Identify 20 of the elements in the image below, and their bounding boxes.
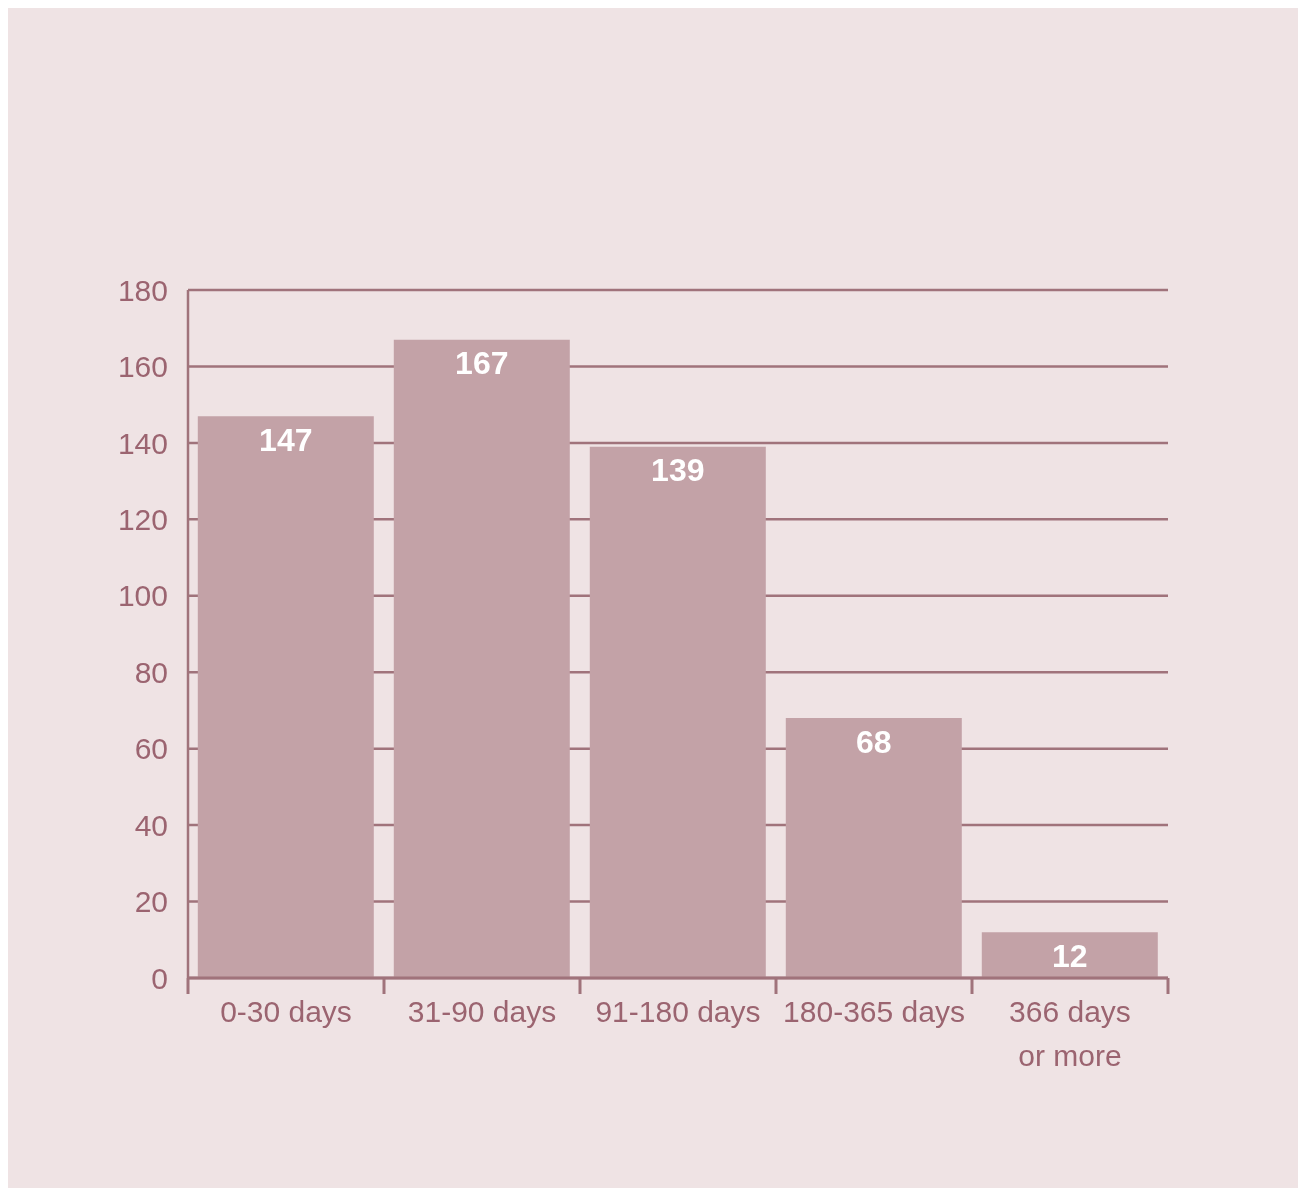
y-tick-label: 80 bbox=[134, 655, 168, 689]
y-tick-label: 140 bbox=[117, 426, 168, 460]
data-label: 12 bbox=[1052, 937, 1088, 974]
data-label: 68 bbox=[856, 723, 892, 760]
x-tick-label: 91-180 days bbox=[595, 995, 761, 1028]
y-tick-label: 20 bbox=[134, 885, 168, 919]
x-tick-label: 0-30 days bbox=[220, 995, 352, 1028]
y-tick-label: 120 bbox=[117, 502, 168, 536]
data-label: 167 bbox=[455, 345, 509, 382]
x-tick-label: 366 days or more bbox=[1009, 995, 1131, 1072]
y-tick-label: 60 bbox=[134, 732, 168, 766]
y-tick-label: 0 bbox=[151, 961, 168, 995]
y-tick-label: 40 bbox=[134, 808, 168, 842]
y-tick-label: 180 bbox=[117, 273, 168, 307]
x-tick-label: 31-90 days bbox=[407, 995, 557, 1028]
x-tick-label: 180-365 days bbox=[783, 995, 965, 1028]
y-tick-label: 160 bbox=[117, 350, 168, 384]
data-label: 139 bbox=[651, 452, 705, 489]
y-tick-label: 100 bbox=[117, 579, 168, 613]
data-label: 147 bbox=[259, 421, 313, 458]
